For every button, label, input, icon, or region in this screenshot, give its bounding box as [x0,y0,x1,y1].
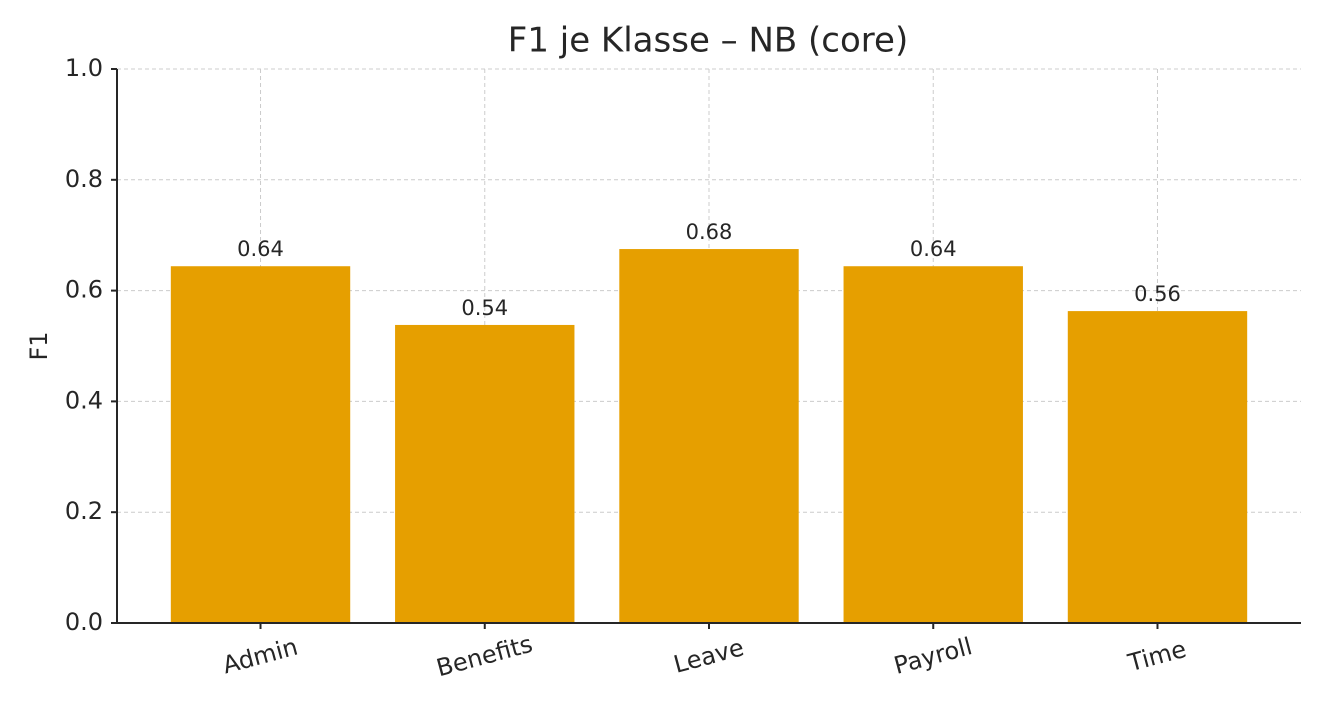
y-tick-label: 0.6 [65,276,103,304]
y-tick-label: 0.4 [65,386,103,414]
y-tick-label: 1.0 [65,54,103,82]
value-label: 0.64 [910,237,957,261]
y-tick-label: 0.2 [65,497,103,525]
bar [395,324,575,623]
y-tick-label: 0.0 [65,608,103,636]
value-label: 0.68 [686,220,733,244]
bar [170,266,351,623]
chart-title: F1 je Klasse – NB (core) [508,21,908,61]
x-tick-label: Payroll [891,632,975,680]
x-tick-label: Time [1124,635,1189,678]
value-label: 0.64 [237,237,284,261]
value-label: 0.56 [1134,282,1181,306]
x-tick-label: Benefits [433,630,535,682]
y-tick-label: 0.8 [65,165,103,193]
bar [843,266,1023,623]
value-label: 0.54 [461,296,508,320]
bar [1067,311,1248,623]
bar [619,249,799,624]
y-axis-label: F1 [25,331,53,360]
x-tick-label: Leave [671,633,747,679]
x-tick-label: Admin [220,633,301,680]
